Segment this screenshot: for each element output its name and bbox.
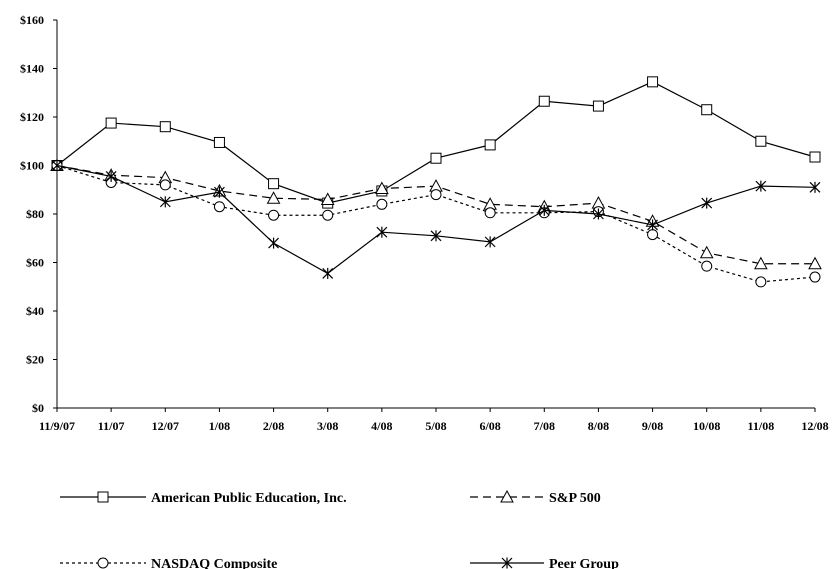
x-tick-label: 3/08: [317, 419, 338, 433]
square-marker: [538, 95, 550, 107]
chart-series: [50, 76, 822, 288]
asterisk-marker: [593, 208, 604, 220]
circle-marker: [647, 229, 659, 241]
circle-marker: [701, 260, 713, 272]
square-marker: [213, 136, 225, 148]
circle-marker: [484, 207, 496, 219]
y-tick-label: $140: [20, 62, 44, 76]
asterisk-marker: [268, 237, 279, 249]
y-tick-label: $40: [26, 304, 44, 318]
asterisk-marker: [484, 236, 496, 248]
square-marker: [701, 104, 713, 116]
legend-label: Peer Group: [549, 557, 619, 569]
x-tick-label: 1/08: [209, 419, 230, 433]
y-tick-label: $80: [26, 207, 44, 221]
x-tick-label: 5/08: [425, 419, 446, 433]
x-tick-label: 12/08: [801, 419, 828, 433]
square-marker: [592, 100, 604, 112]
circle-marker: [376, 198, 388, 210]
circle-marker: [430, 189, 442, 201]
asterisk-marker: [755, 180, 767, 192]
triangle-marker: [808, 256, 822, 270]
asterisk-marker: [322, 267, 334, 279]
chart-axes: $0 $20 $40 $60 $80 $100 $120 $140 $160 11/9/07 11/…: [20, 13, 829, 433]
square-marker: [809, 151, 821, 163]
square-marker: [268, 178, 280, 190]
x-tick-label: 11/07: [98, 419, 125, 433]
x-tick-label: 6/08: [479, 419, 500, 433]
legend-item: Peer Group: [470, 557, 619, 569]
asterisk-marker: [376, 226, 388, 238]
square-marker: [97, 491, 109, 503]
asterisk-marker: [809, 181, 821, 193]
x-tick-label: 9/08: [642, 419, 663, 433]
legend-label: S&P 500: [549, 491, 601, 506]
y-tick-label: $120: [20, 110, 44, 124]
circle-marker: [159, 179, 171, 191]
square-marker: [105, 117, 117, 129]
series-asterisk: [51, 160, 821, 279]
y-tick-label: $100: [20, 159, 44, 173]
circle-marker: [213, 201, 225, 213]
circle-marker: [755, 276, 767, 288]
circle-marker: [268, 209, 280, 221]
triangle-marker: [754, 256, 768, 270]
y-tick-label: $0: [32, 401, 44, 415]
triangle-marker: [320, 192, 335, 205]
circle-marker: [322, 209, 334, 221]
asterisk-marker: [701, 197, 713, 209]
square-marker: [484, 139, 496, 151]
y-tick-label: $160: [20, 13, 44, 27]
asterisk-marker: [430, 230, 442, 242]
x-tick-label: 2/08: [263, 419, 284, 433]
series-line: [56, 164, 816, 283]
series-triangle: [50, 158, 822, 270]
x-tick-label: 12/07: [152, 419, 179, 433]
triangle-marker: [375, 181, 389, 195]
y-tick-label: $60: [26, 256, 44, 270]
asterisk-marker: [501, 557, 513, 569]
triangle-marker: [500, 489, 514, 503]
square-marker: [159, 121, 171, 133]
asterisk-marker: [51, 160, 63, 171]
square-marker: [430, 152, 442, 164]
legend-label: NASDAQ Composite: [151, 557, 277, 569]
asterisk-marker: [214, 186, 225, 198]
x-tick-label: 7/08: [534, 419, 555, 433]
x-tick-label: 8/08: [588, 419, 609, 433]
x-tick-label: 10/08: [693, 419, 720, 433]
square-marker: [755, 135, 767, 147]
circle-marker: [809, 271, 821, 283]
chart-legend: American Public Education, Inc. S&P 500 NA…: [60, 489, 619, 569]
asterisk-marker: [105, 170, 117, 182]
triangle-marker: [699, 245, 714, 259]
circle-marker: [97, 557, 109, 569]
legend-label: American Public Education, Inc.: [151, 491, 347, 506]
asterisk-marker: [159, 196, 171, 208]
y-tick-label: $20: [26, 353, 44, 367]
legend-item: American Public Education, Inc.: [60, 491, 347, 506]
legend-item: NASDAQ Composite: [60, 557, 277, 569]
square-marker: [647, 76, 659, 88]
triangle-marker: [266, 191, 281, 204]
asterisk-marker: [538, 204, 550, 216]
x-tick-label: 11/08: [748, 419, 775, 433]
x-tick-label: 4/08: [371, 419, 392, 433]
asterisk-marker: [647, 219, 658, 231]
x-tick-label: 11/9/07: [39, 419, 75, 433]
legend-item: S&P 500: [470, 489, 601, 506]
